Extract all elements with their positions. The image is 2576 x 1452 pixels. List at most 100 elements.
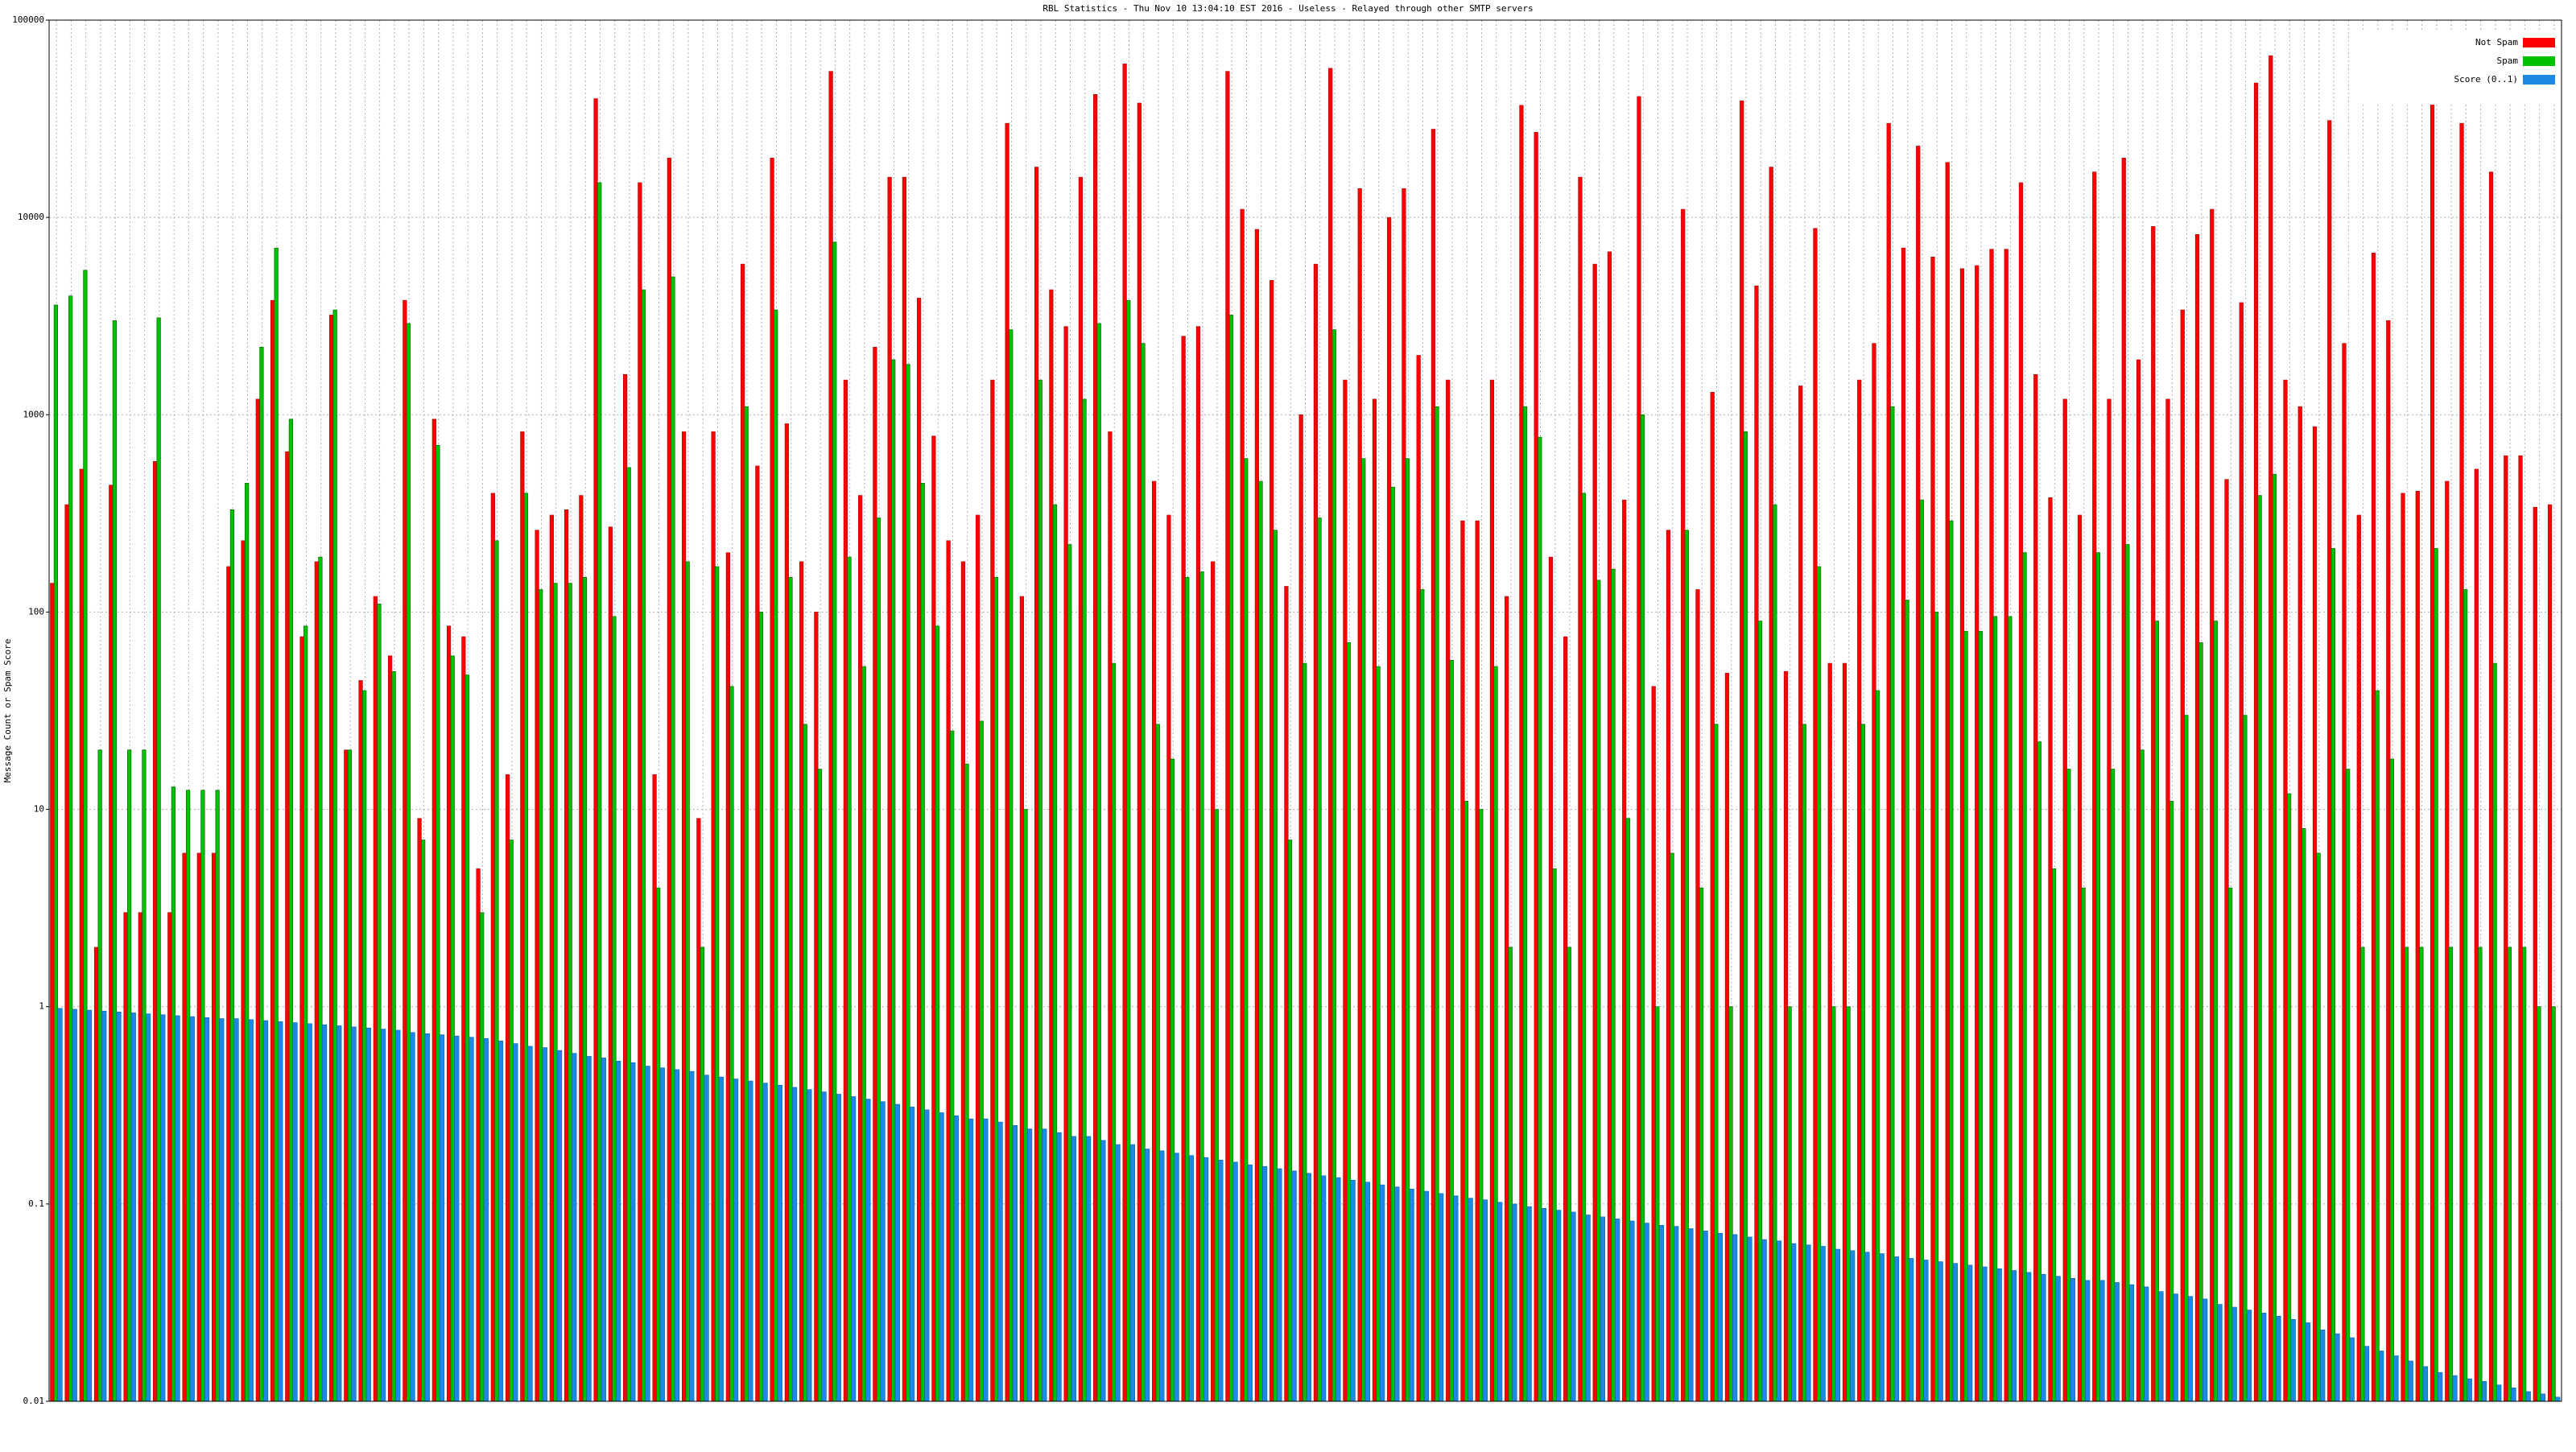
bar bbox=[1405, 458, 1410, 1402]
bar bbox=[1211, 561, 1216, 1402]
bar bbox=[715, 566, 720, 1402]
bar bbox=[1526, 1206, 1532, 1402]
bar bbox=[1232, 1161, 1238, 1402]
bar bbox=[2144, 1286, 2149, 1402]
bar bbox=[950, 730, 955, 1402]
bar bbox=[1056, 1132, 1062, 1402]
bar bbox=[259, 347, 264, 1402]
bar bbox=[53, 304, 58, 1402]
bar bbox=[160, 1014, 166, 1402]
bar bbox=[2041, 1273, 2046, 1402]
bar bbox=[1754, 285, 1759, 1402]
bar bbox=[362, 690, 367, 1402]
bar bbox=[1005, 122, 1009, 1402]
bar bbox=[2555, 1396, 2561, 1402]
bar bbox=[1827, 662, 1832, 1402]
bar bbox=[1244, 458, 1249, 1402]
bar bbox=[568, 583, 572, 1402]
bar bbox=[1548, 556, 1554, 1402]
bar bbox=[1571, 1211, 1576, 1402]
bar bbox=[2408, 1360, 2413, 1402]
bar bbox=[520, 431, 525, 1402]
bar bbox=[2062, 398, 2067, 1402]
bar bbox=[1949, 520, 1954, 1402]
bar bbox=[696, 818, 701, 1402]
bar bbox=[1607, 251, 1612, 1402]
y-tick-label: 10000 bbox=[18, 212, 44, 222]
bar bbox=[597, 182, 602, 1402]
bar bbox=[1831, 1006, 1836, 1402]
legend-label: Spam bbox=[2497, 56, 2519, 66]
bar bbox=[241, 540, 246, 1402]
bar bbox=[1644, 1223, 1649, 1402]
bar bbox=[1082, 398, 1087, 1402]
bar bbox=[142, 749, 147, 1402]
bar bbox=[960, 561, 965, 1402]
bar bbox=[2301, 828, 2306, 1402]
bar bbox=[1199, 571, 1204, 1402]
bar bbox=[1952, 1263, 1959, 1402]
bar bbox=[1409, 1189, 1414, 1402]
bar bbox=[1740, 100, 1744, 1402]
bar bbox=[832, 241, 837, 1402]
bar bbox=[1666, 530, 1671, 1402]
bar bbox=[424, 1033, 430, 1402]
y-tick-label: 100000 bbox=[12, 14, 44, 25]
bar bbox=[828, 71, 833, 1402]
bar bbox=[2356, 514, 2361, 1402]
bar bbox=[843, 379, 848, 1402]
bar bbox=[1497, 1202, 1503, 1402]
bar bbox=[744, 406, 749, 1402]
bar bbox=[2051, 868, 2057, 1402]
bar bbox=[572, 1053, 577, 1402]
bar bbox=[2415, 490, 2420, 1402]
bar bbox=[799, 561, 804, 1402]
bar bbox=[656, 887, 661, 1402]
bar bbox=[1026, 1128, 1033, 1402]
bar bbox=[725, 552, 730, 1402]
bar bbox=[1923, 1260, 1929, 1402]
bar bbox=[902, 176, 906, 1402]
bar bbox=[2386, 320, 2391, 1402]
bar bbox=[1732, 1234, 1738, 1402]
bar bbox=[1225, 71, 1230, 1402]
bar bbox=[2297, 406, 2302, 1402]
bar bbox=[2085, 1280, 2091, 1402]
bar bbox=[652, 774, 657, 1402]
bar bbox=[2349, 1337, 2355, 1402]
bar bbox=[2419, 947, 2424, 1402]
bar bbox=[1449, 659, 1454, 1402]
bar bbox=[1357, 188, 1362, 1402]
bar bbox=[1100, 1140, 1106, 1402]
bar bbox=[556, 1050, 563, 1402]
bar bbox=[979, 720, 984, 1402]
bar bbox=[505, 774, 510, 1402]
bar bbox=[1967, 1264, 1973, 1402]
bar bbox=[1945, 162, 1950, 1402]
bar bbox=[1802, 724, 1806, 1402]
bar bbox=[2070, 1277, 2076, 1402]
bar bbox=[887, 176, 892, 1402]
bar bbox=[748, 1080, 753, 1402]
bar bbox=[476, 868, 481, 1402]
bar bbox=[167, 912, 172, 1402]
bar bbox=[674, 1069, 680, 1402]
bar bbox=[1376, 666, 1381, 1402]
bar bbox=[1982, 1266, 1988, 1402]
bar bbox=[1684, 530, 1689, 1402]
bar bbox=[285, 451, 290, 1402]
bar bbox=[1313, 263, 1319, 1402]
bar bbox=[439, 1034, 445, 1402]
bar bbox=[990, 379, 995, 1402]
bar bbox=[758, 612, 764, 1402]
bar bbox=[593, 98, 598, 1402]
bar bbox=[2121, 158, 2126, 1402]
bar bbox=[2507, 947, 2512, 1402]
bar bbox=[1141, 343, 1146, 1402]
bar bbox=[733, 1079, 739, 1402]
bar bbox=[321, 1024, 328, 1402]
bar bbox=[215, 790, 220, 1402]
bar bbox=[1034, 167, 1039, 1402]
bar bbox=[817, 769, 823, 1402]
bar bbox=[1460, 520, 1465, 1402]
